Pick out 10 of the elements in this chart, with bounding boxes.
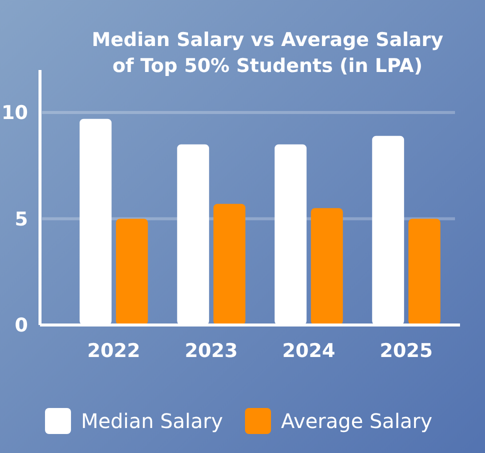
legend-label: Median Salary xyxy=(81,409,224,433)
chart-title: Median Salary vs Average Salary of Top 50% Students (in LPA) xyxy=(92,29,444,77)
y-tick-label: 5 xyxy=(14,208,28,230)
y-tick-label: 0 xyxy=(14,314,28,337)
x-tick-label: 2025 xyxy=(380,340,433,362)
x-tick-label: 2022 xyxy=(87,340,140,362)
legend-label: Average Salary xyxy=(281,409,432,433)
x-tick-label: 2023 xyxy=(184,340,238,362)
y-tick-label: 10 xyxy=(2,102,28,124)
x-tick-label: 2024 xyxy=(282,340,336,362)
